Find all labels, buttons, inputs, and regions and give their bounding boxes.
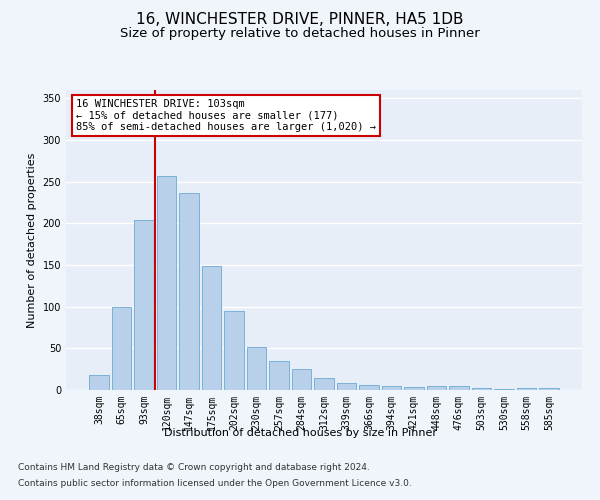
Bar — [472, 388, 491, 390]
Bar — [224, 311, 244, 390]
Bar — [112, 306, 131, 390]
Y-axis label: Number of detached properties: Number of detached properties — [27, 152, 37, 328]
Bar — [179, 194, 199, 390]
Bar — [449, 386, 469, 390]
Text: Contains public sector information licensed under the Open Government Licence v3: Contains public sector information licen… — [18, 478, 412, 488]
Bar — [359, 385, 379, 390]
Bar — [202, 266, 221, 390]
Text: Distribution of detached houses by size in Pinner: Distribution of detached houses by size … — [163, 428, 437, 438]
Text: Size of property relative to detached houses in Pinner: Size of property relative to detached ho… — [120, 28, 480, 40]
Bar — [314, 378, 334, 390]
Bar — [269, 361, 289, 390]
Text: 16, WINCHESTER DRIVE, PINNER, HA5 1DB: 16, WINCHESTER DRIVE, PINNER, HA5 1DB — [136, 12, 464, 28]
Bar — [292, 369, 311, 390]
Bar — [517, 388, 536, 390]
Bar — [427, 386, 446, 390]
Text: 16 WINCHESTER DRIVE: 103sqm
← 15% of detached houses are smaller (177)
85% of se: 16 WINCHESTER DRIVE: 103sqm ← 15% of det… — [76, 99, 376, 132]
Bar — [539, 388, 559, 390]
Bar — [337, 384, 356, 390]
Bar — [247, 346, 266, 390]
Bar — [382, 386, 401, 390]
Bar — [134, 220, 154, 390]
Bar — [404, 386, 424, 390]
Bar — [157, 176, 176, 390]
Bar — [89, 375, 109, 390]
Bar — [494, 389, 514, 390]
Text: Contains HM Land Registry data © Crown copyright and database right 2024.: Contains HM Land Registry data © Crown c… — [18, 464, 370, 472]
